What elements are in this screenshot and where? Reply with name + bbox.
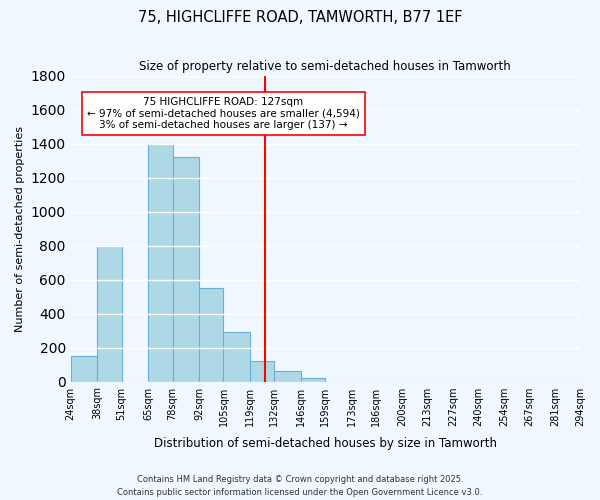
Bar [173,157,199,382]
Bar [97,246,122,382]
Title: Size of property relative to semi-detached houses in Tamworth: Size of property relative to semi-detach… [139,60,511,73]
Text: 75 HIGHCLIFFE ROAD: 127sqm
← 97% of semi-detached houses are smaller (4,594)
3% : 75 HIGHCLIFFE ROAD: 127sqm ← 97% of semi… [87,97,360,130]
Text: Contains HM Land Registry data © Crown copyright and database right 2025.
Contai: Contains HM Land Registry data © Crown c… [118,476,482,497]
Y-axis label: Number of semi-detached properties: Number of semi-detached properties [15,126,25,332]
Bar [148,144,173,382]
Bar [223,332,250,382]
Bar [301,378,325,382]
Bar [71,356,97,382]
Text: 75, HIGHCLIFFE ROAD, TAMWORTH, B77 1EF: 75, HIGHCLIFFE ROAD, TAMWORTH, B77 1EF [138,10,462,25]
X-axis label: Distribution of semi-detached houses by size in Tamworth: Distribution of semi-detached houses by … [154,437,497,450]
Bar [250,361,274,382]
Bar [199,288,223,382]
Bar [274,372,301,382]
